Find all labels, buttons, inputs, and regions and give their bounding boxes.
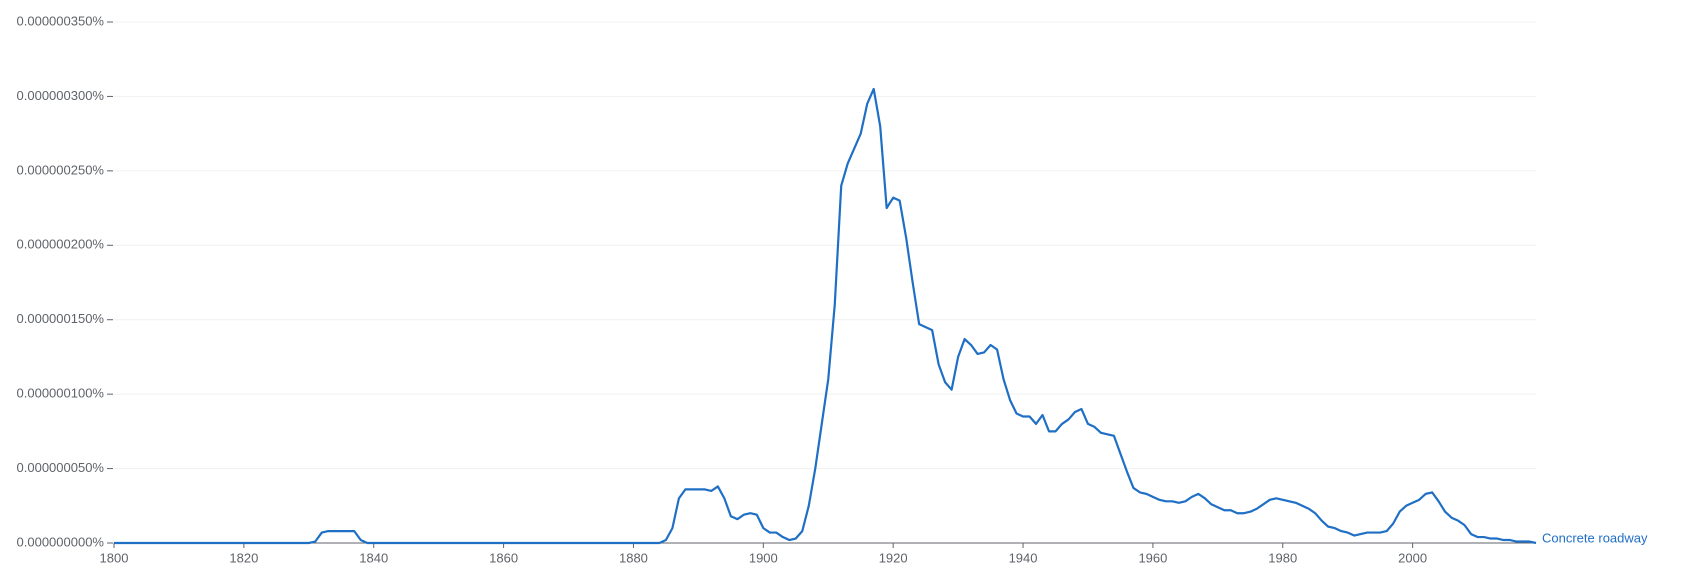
series-line [114, 87, 1537, 545]
x-tick-label: 1920 [879, 550, 908, 565]
y-tick-label: 0.000000350% [17, 13, 105, 28]
x-tick-label: 1880 [619, 550, 648, 565]
x-tick-label: 1800 [100, 550, 129, 565]
x-tick-label: 1820 [229, 550, 258, 565]
y-tick-label: 0.000000000% [17, 534, 105, 549]
x-tick-label: 1940 [1009, 550, 1038, 565]
series-label: Concrete roadway [1542, 530, 1648, 545]
x-tick-label: 2000 [1398, 550, 1427, 565]
x-tick-label: 1960 [1138, 550, 1167, 565]
x-tick-label: 1900 [749, 550, 778, 565]
y-tick-label: 0.000000200% [17, 237, 105, 252]
x-tick-label: 1840 [359, 550, 388, 565]
y-tick-label: 0.000000150% [17, 311, 105, 326]
y-tick-label: 0.000000250% [17, 162, 105, 177]
y-tick-label: 0.000000300% [17, 88, 105, 103]
y-tick-label: 0.000000100% [17, 386, 105, 401]
x-tick-label: 1860 [489, 550, 518, 565]
x-tick-label: 1980 [1268, 550, 1297, 565]
y-tick-label: 0.000000050% [17, 460, 105, 475]
